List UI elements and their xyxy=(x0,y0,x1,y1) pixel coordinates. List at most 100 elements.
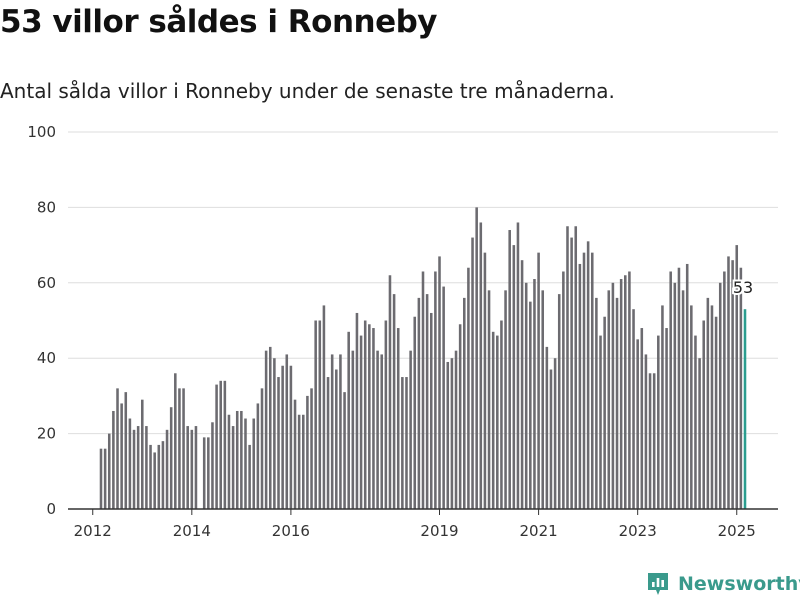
bar xyxy=(673,282,677,509)
data-label-last: 53 xyxy=(733,278,753,297)
bar xyxy=(132,429,136,509)
bar xyxy=(223,380,227,509)
bar xyxy=(657,335,660,509)
bar xyxy=(211,422,214,509)
bar xyxy=(347,331,350,509)
bar xyxy=(727,256,730,509)
bar xyxy=(615,297,619,509)
bar xyxy=(665,328,668,509)
bar xyxy=(343,392,346,509)
bar xyxy=(479,222,483,510)
bar xyxy=(496,335,499,509)
bar xyxy=(161,441,165,509)
bar xyxy=(582,252,586,509)
x-tick-label: 2023 xyxy=(619,522,657,540)
bars xyxy=(99,207,747,510)
bar xyxy=(190,429,194,509)
bar xyxy=(529,301,532,509)
bar xyxy=(322,305,326,509)
y-tick-label: 100 xyxy=(27,123,56,141)
bar xyxy=(702,320,705,509)
bar xyxy=(603,316,606,509)
y-tick-label: 60 xyxy=(37,274,56,292)
bar xyxy=(619,279,623,509)
bar xyxy=(231,426,235,509)
newsworthy-logo-icon xyxy=(648,573,668,595)
y-tick-label: 20 xyxy=(37,425,56,443)
bar xyxy=(574,226,578,509)
bar xyxy=(516,222,520,510)
bar xyxy=(487,290,491,509)
bar xyxy=(446,361,450,509)
bar xyxy=(735,245,739,509)
bar xyxy=(413,316,417,509)
bar xyxy=(268,346,272,509)
bar xyxy=(504,290,507,509)
bar xyxy=(384,320,388,509)
bar xyxy=(310,388,313,509)
bar xyxy=(698,358,701,509)
bar xyxy=(434,271,437,509)
bar xyxy=(392,294,396,509)
bar xyxy=(624,275,627,509)
bar xyxy=(640,328,644,509)
bar xyxy=(401,377,404,509)
bar xyxy=(124,392,128,509)
bar xyxy=(141,399,144,509)
bar xyxy=(335,369,338,509)
bar xyxy=(215,384,218,509)
bar xyxy=(512,245,516,509)
bar xyxy=(289,365,293,509)
bar xyxy=(227,414,231,509)
bar xyxy=(388,275,392,509)
y-tick-label: 80 xyxy=(37,198,56,216)
brand-logo[interactable]: Newsworthy xyxy=(646,569,800,599)
bar xyxy=(235,410,239,509)
bar xyxy=(636,339,639,509)
x-tick-label: 2014 xyxy=(173,522,211,540)
bar xyxy=(706,297,710,509)
bar xyxy=(562,271,565,509)
bar xyxy=(182,388,185,509)
bar xyxy=(297,414,301,509)
bar xyxy=(252,418,256,509)
bar xyxy=(570,237,573,509)
bar xyxy=(718,282,722,509)
bar xyxy=(599,335,602,509)
bar xyxy=(396,328,400,509)
bar xyxy=(145,426,148,509)
bar xyxy=(240,410,243,509)
bar xyxy=(549,369,553,509)
bar xyxy=(372,328,375,509)
bar xyxy=(471,237,474,509)
bar xyxy=(244,418,247,509)
bar xyxy=(723,271,726,509)
bar xyxy=(520,260,524,509)
chart-title: 53 villor såldes i Ronneby xyxy=(0,4,438,40)
bar-highlight xyxy=(743,309,747,509)
bar xyxy=(178,388,181,509)
bar xyxy=(429,312,433,509)
bar xyxy=(169,407,173,509)
x-tick-label: 2021 xyxy=(519,522,557,540)
bar xyxy=(425,294,429,509)
bar xyxy=(207,437,210,509)
bar xyxy=(463,297,466,509)
bar xyxy=(458,324,462,509)
bar xyxy=(677,267,681,509)
y-axis-ticks: 0 20 40 60 80 100 xyxy=(27,123,56,518)
x-tick-label: 2025 xyxy=(718,522,756,540)
bar xyxy=(690,305,693,509)
bar xyxy=(112,410,115,509)
bar xyxy=(508,230,511,509)
y-tick-label: 40 xyxy=(37,349,56,367)
bar xyxy=(611,282,615,509)
bar xyxy=(739,267,743,509)
bar xyxy=(566,226,569,509)
bar xyxy=(661,305,664,509)
bar xyxy=(652,373,656,509)
bar xyxy=(483,252,487,509)
bar xyxy=(302,414,305,509)
bar xyxy=(607,290,611,509)
